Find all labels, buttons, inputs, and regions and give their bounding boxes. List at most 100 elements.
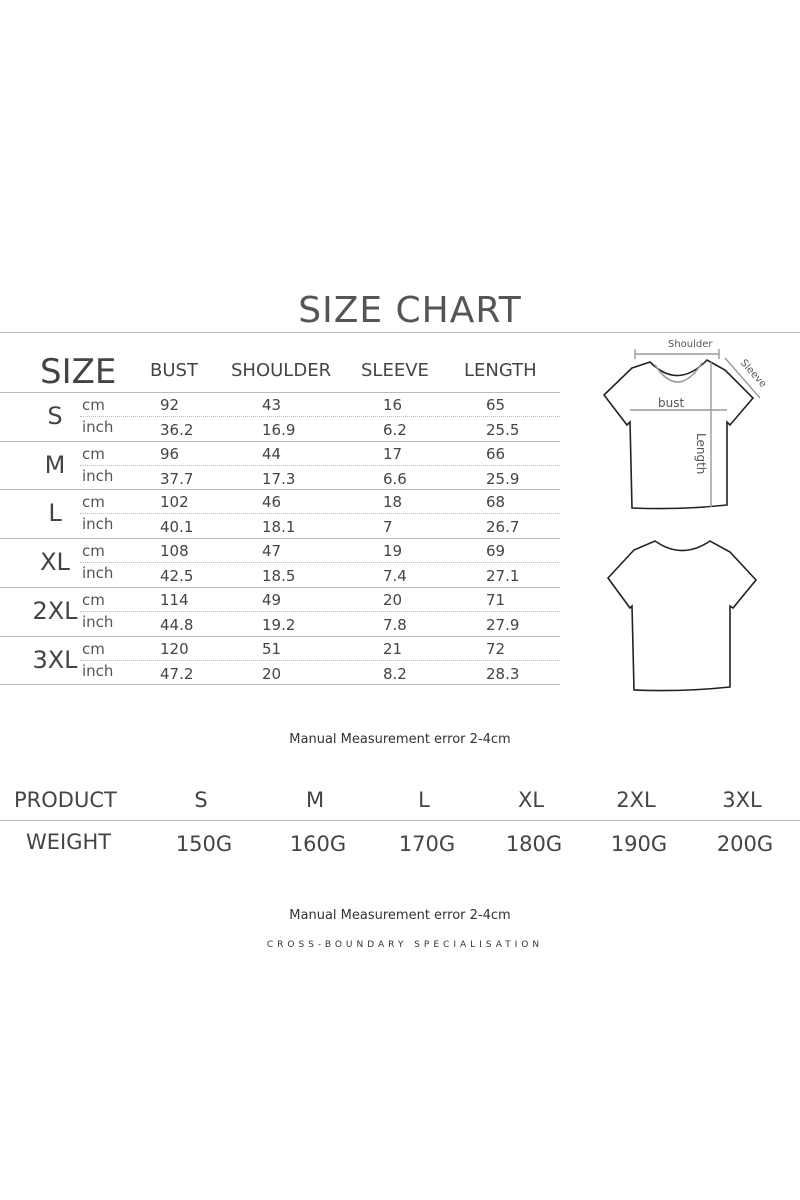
cell-cm: 21: [383, 639, 403, 658]
product-weight: 180G: [505, 832, 563, 856]
cell-cm: 102: [160, 493, 189, 512]
product-size: M: [305, 788, 325, 812]
product-weight: 170G: [398, 832, 456, 856]
tshirt-front-icon: [602, 359, 755, 510]
product-size: L: [418, 788, 430, 812]
row-divider: [0, 635, 560, 637]
product-size: S: [194, 788, 208, 812]
product-size: 3XL: [722, 788, 762, 812]
cell-inch: 18.5: [262, 567, 296, 586]
cell-inch: 28.3: [486, 664, 520, 683]
cell-cm: 120: [160, 639, 189, 658]
cell-inch: 25.5: [486, 421, 520, 439]
row-divider: [80, 416, 560, 417]
cell-inch: 16.9: [262, 421, 296, 439]
unit-inch: inch: [82, 612, 114, 631]
size-label: S: [47, 402, 63, 430]
cell-inch: 25.9: [486, 469, 520, 488]
cell-inch: 40.1: [160, 518, 194, 537]
cell-inch: 27.1: [486, 567, 520, 586]
product-size: XL: [517, 788, 545, 812]
product-label: PRODUCT: [14, 788, 117, 812]
cell-cm: 108: [160, 542, 189, 561]
row-divider: [0, 392, 560, 393]
size-label: XL: [40, 548, 70, 577]
cell-cm: 16: [383, 396, 403, 414]
unit-inch: inch: [82, 564, 114, 583]
page-title: SIZE CHART: [298, 290, 522, 331]
product-weight: 200G: [716, 832, 774, 856]
measurement-lines: [630, 349, 761, 507]
unit-cm: cm: [82, 396, 105, 414]
unit-inch: inch: [82, 661, 114, 680]
row-divider: [0, 684, 560, 686]
cell-inch: 36.2: [160, 421, 194, 439]
cell-inch: 6.6: [383, 469, 407, 488]
divider: [0, 332, 800, 333]
cell-cm: 96: [160, 444, 180, 463]
row-divider: [80, 610, 560, 612]
length-label: Length: [694, 433, 708, 474]
cell-inch: 44.8: [160, 615, 194, 634]
cell-inch: 6.2: [383, 421, 407, 439]
cell-inch: 19.2: [262, 615, 296, 634]
cell-cm: 19: [383, 542, 403, 561]
cell-cm: 69: [486, 542, 506, 561]
cell-cm: 47: [262, 542, 282, 561]
tshirt-back-icon: [606, 540, 758, 692]
column-header-sleeve: SLEEVE: [361, 360, 429, 381]
unit-inch: inch: [82, 466, 114, 485]
divider: [0, 820, 800, 821]
cell-cm: 20: [383, 590, 403, 609]
unit-cm: cm: [82, 444, 105, 463]
row-divider: [80, 562, 560, 564]
cell-inch: 7.8: [383, 615, 407, 634]
cell-inch: 37.7: [160, 469, 194, 488]
size-label: 2XL: [32, 596, 78, 625]
cell-cm: 46: [262, 493, 282, 512]
row-divider: [0, 440, 560, 442]
column-header-bust: BUST: [150, 360, 198, 381]
unit-cm: cm: [82, 493, 105, 512]
footer-text: CROSS-BOUNDARY SPECIALISATION: [266, 940, 544, 950]
bust-label: bust: [658, 396, 684, 410]
cell-inch: 47.2: [160, 664, 194, 683]
cell-inch: 8.2: [383, 664, 407, 683]
column-header-shoulder: SHOULDER: [231, 360, 332, 381]
cell-cm: 65: [486, 396, 506, 414]
cell-cm: 72: [486, 639, 506, 658]
row-divider: [80, 659, 560, 661]
row-divider: [0, 586, 560, 588]
product-size: 2XL: [616, 788, 656, 812]
row-divider: [80, 464, 560, 466]
cell-inch: 42.5: [160, 567, 194, 586]
column-header-length: LENGTH: [464, 360, 537, 381]
size-label: 3XL: [32, 645, 78, 674]
shoulder-label: Shoulder: [668, 339, 713, 350]
size-label: L: [48, 499, 62, 528]
cell-cm: 68: [486, 493, 506, 512]
unit-inch: inch: [82, 515, 114, 534]
cell-cm: 17: [383, 444, 403, 463]
measurement-note: Manual Measurement error 2-4cm: [289, 732, 511, 747]
cell-cm: 92: [160, 396, 180, 414]
size-label: M: [44, 450, 66, 479]
weight-label: WEIGHT: [26, 830, 112, 854]
product-weight: 190G: [610, 832, 668, 856]
unit-cm: cm: [82, 590, 105, 609]
cell-inch: 20: [262, 664, 282, 683]
row-divider: [0, 489, 560, 491]
product-weight: 150G: [175, 832, 233, 856]
cell-inch: 17.3: [262, 469, 296, 488]
cell-cm: 49: [262, 590, 282, 609]
cell-inch: 7: [383, 518, 393, 537]
cell-cm: 43: [262, 396, 282, 414]
product-weight: 160G: [289, 832, 347, 856]
sleeve-label: Sleeve: [738, 358, 769, 390]
size-header: SIZE: [40, 352, 117, 392]
cell-inch: 26.7: [486, 518, 520, 537]
unit-cm: cm: [82, 542, 105, 561]
cell-cm: 44: [262, 444, 282, 463]
row-divider: [0, 538, 560, 540]
